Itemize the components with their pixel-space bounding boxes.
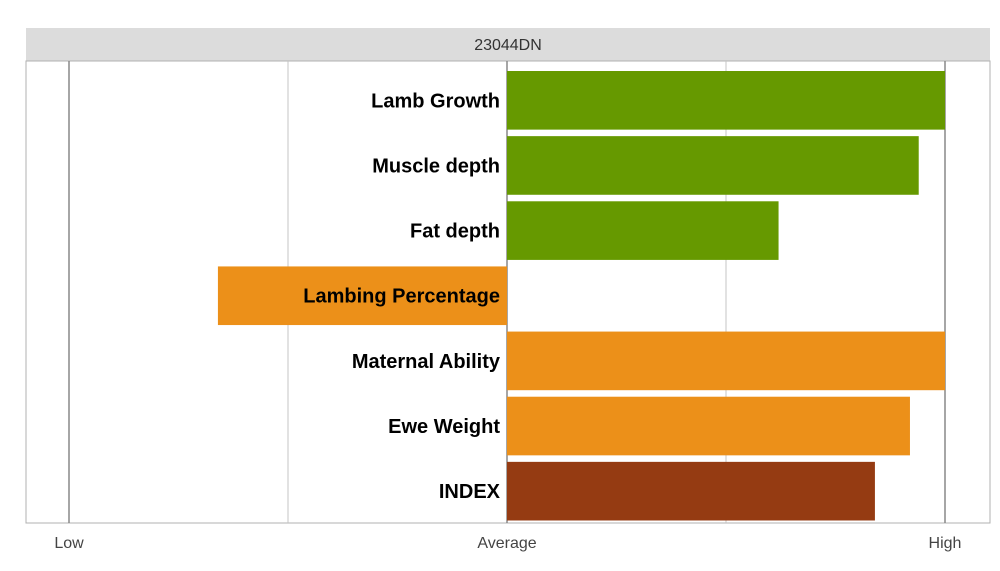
bars: [217, 71, 945, 521]
title-band: [26, 28, 990, 61]
category-label-2: Fat depth: [410, 221, 500, 243]
category-label-1: Muscle depth: [372, 155, 500, 177]
plot-frame: [25, 60, 991, 524]
x-tick-label-2: High: [929, 535, 962, 552]
bar-5: [507, 396, 910, 456]
bar-2: [507, 201, 779, 260]
x-tick-labels: Low Average High: [54, 535, 961, 552]
bar-1: [507, 136, 919, 195]
category-labels: Lamb Growth Muscle depth Fat depth Lambing …: [303, 90, 501, 503]
x-tick-label-0: Low: [54, 535, 84, 552]
chart-title: 23044DN: [474, 37, 542, 54]
category-label-4: Maternal Ability: [352, 351, 501, 373]
category-label-6: INDEX: [439, 481, 501, 503]
bar-0: [507, 71, 945, 130]
category-label-0: Lamb Growth: [371, 90, 500, 112]
x-tick-label-1: Average: [477, 535, 536, 552]
bar-4: [507, 331, 945, 391]
category-label-3: Lambing Percentage: [303, 286, 500, 308]
bar-6: [507, 461, 875, 521]
category-label-5: Ewe Weight: [388, 416, 500, 438]
bar-3: [217, 266, 508, 326]
